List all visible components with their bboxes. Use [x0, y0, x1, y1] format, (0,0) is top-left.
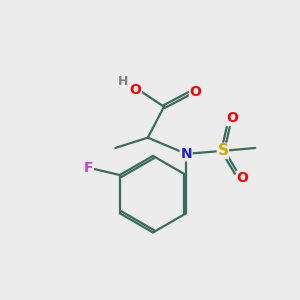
Text: N: N	[180, 147, 192, 161]
Text: O: O	[190, 85, 202, 99]
Text: H: H	[118, 75, 128, 88]
Text: S: S	[218, 143, 228, 158]
Text: O: O	[226, 112, 238, 125]
Text: F: F	[83, 161, 93, 175]
Text: O: O	[237, 171, 249, 185]
Text: O: O	[130, 82, 141, 97]
